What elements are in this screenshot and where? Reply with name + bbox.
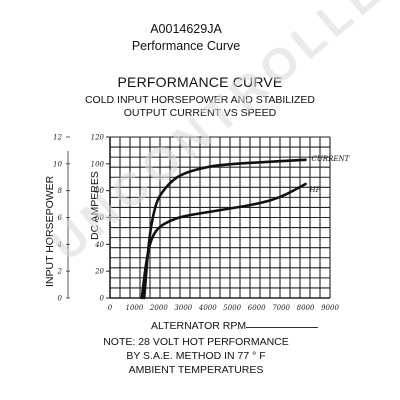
chart-title: PERFORMANCE CURVE xyxy=(117,74,283,90)
x-tick-label: 0 xyxy=(108,304,113,312)
chart-subtitle-line2: OUTPUT CURRENT VS SPEED xyxy=(123,107,277,119)
x-tick-label: 3000 xyxy=(174,304,192,312)
note-line3: AMBIENT TEMPERATURES xyxy=(128,364,264,376)
hp-tick-label: 8 xyxy=(58,187,63,195)
amps-tick-label: 0 xyxy=(100,295,105,303)
note-line1: NOTE: 28 VOLT HOT PERFORMANCE xyxy=(103,336,289,348)
x-tick-label: 5000 xyxy=(223,304,241,312)
hp-tick-label: 0 xyxy=(58,295,63,303)
x-tick-label: 9000 xyxy=(321,304,339,312)
amps-tick-label: 40 xyxy=(94,241,104,249)
x-tick-label: 2000 xyxy=(149,304,168,312)
amps-tick-label: 80 xyxy=(95,187,104,195)
x-tick-label: 8000 xyxy=(297,304,315,312)
x-tick-label: 1000 xyxy=(126,304,144,312)
hp-tick-label: 10 xyxy=(53,160,62,168)
series-label-current: CURRENT xyxy=(312,155,351,163)
x-tick-label: 7000 xyxy=(272,304,290,312)
series-line-current xyxy=(142,158,307,300)
amps-tick-label: 120 xyxy=(91,134,105,142)
x-tick-label: 4000 xyxy=(198,304,217,312)
amps-tick-label: 20 xyxy=(94,268,104,276)
note-line2: BY S.A.E. METHOD IN 77 ° F xyxy=(126,350,266,362)
amps-tick-label: 60 xyxy=(95,214,104,222)
amps-tick-label: 100 xyxy=(91,160,105,168)
x-tick-label: 6000 xyxy=(248,304,266,312)
x-axis-label: ALTERNATOR RPM xyxy=(151,320,247,332)
part-number: A0014629JA xyxy=(150,22,222,36)
series-label-hp: HP xyxy=(309,186,321,194)
x-axis-label-line xyxy=(246,327,318,328)
page-subtitle: Performance Curve xyxy=(131,39,241,53)
chart-subtitle-line1: COLD INPUT HORSEPOWER AND STABILIZED xyxy=(84,94,316,106)
hp-tick-label: 4 xyxy=(57,241,62,249)
hp-tick-label: 12 xyxy=(53,134,62,142)
series-line-hp xyxy=(140,182,307,300)
hp-tick-label: 2 xyxy=(57,268,63,276)
hp-tick-label: 6 xyxy=(58,214,63,222)
